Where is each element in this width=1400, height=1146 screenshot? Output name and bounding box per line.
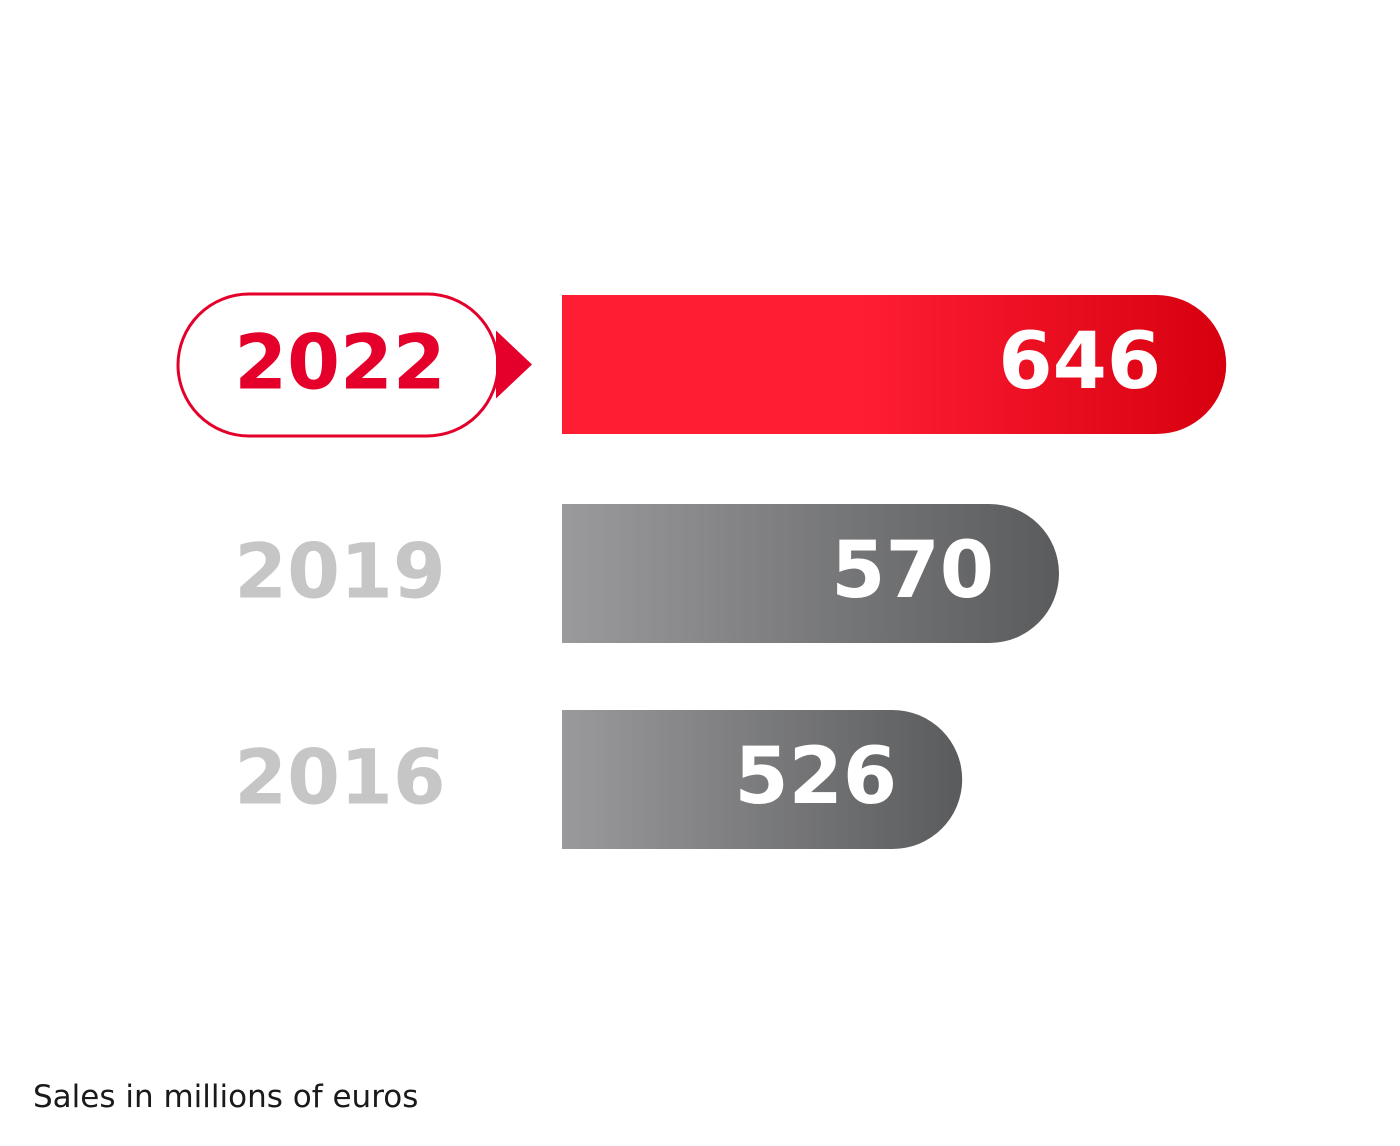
highlight-pointer [496,330,532,399]
value-label-2019: 570 [831,526,994,616]
bar-2016 [562,710,963,849]
bars-group: 646 2022 570 2019 526 2016 [176,292,1227,849]
highlight-pill [176,292,500,438]
bar-2019 [562,504,1059,643]
category-label-2022: 2022 [234,317,446,406]
category-label-2019: 2019 [234,526,446,615]
category-label-2016: 2016 [234,732,446,821]
value-label-2022: 646 [998,317,1161,407]
chart-note: Sales in millions of euros [33,1079,419,1115]
value-label-2016: 526 [734,732,897,822]
bar-2022 [562,295,1227,434]
